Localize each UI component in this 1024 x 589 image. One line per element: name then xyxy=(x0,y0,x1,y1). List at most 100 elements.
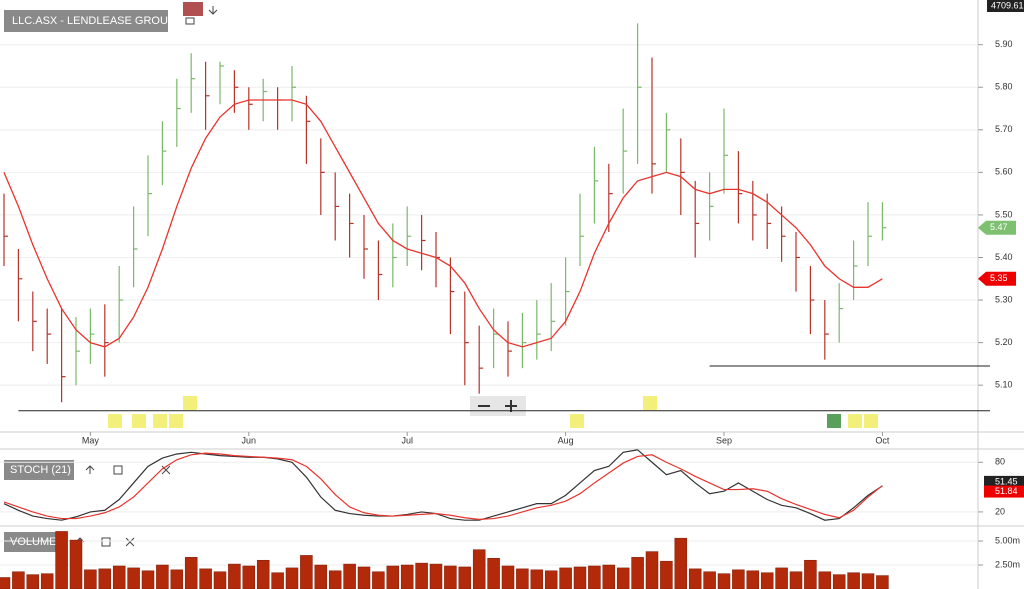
event-icon[interactable] xyxy=(132,414,146,428)
y-tick-label: 5.40 xyxy=(995,252,1013,262)
down-icon[interactable] xyxy=(208,6,218,15)
y-tick-label: 5.80 xyxy=(995,82,1013,92)
volume-bar xyxy=(84,569,97,589)
volume-bar xyxy=(372,571,385,589)
volume-bar xyxy=(55,531,68,589)
volume-bar xyxy=(415,562,428,589)
volume-bar xyxy=(170,569,184,589)
event-icon[interactable] xyxy=(848,414,862,428)
volume-bar xyxy=(429,563,443,589)
volume-bar xyxy=(530,569,544,589)
volume-bar xyxy=(400,564,414,589)
volume-bar xyxy=(688,568,702,589)
y-tick-label: 5.30 xyxy=(995,294,1013,304)
volume-bar xyxy=(645,551,659,589)
volume-bar xyxy=(285,567,299,589)
stoch-box[interactable] xyxy=(4,460,74,480)
stoch-tag xyxy=(984,485,1024,498)
volume-bar xyxy=(775,567,788,589)
event-icons xyxy=(108,396,878,428)
volume-box[interactable] xyxy=(4,532,62,552)
volume-bar xyxy=(501,565,515,589)
y-tick-label: 2.50m xyxy=(995,559,1020,569)
expand-icon[interactable] xyxy=(113,465,123,475)
x-tick-label: Jul xyxy=(401,435,413,445)
volume-bar xyxy=(357,566,371,589)
volume-bar xyxy=(0,577,11,589)
y-tick-label: 5.50 xyxy=(995,209,1013,219)
moving-average xyxy=(3,99,883,348)
volume-bar xyxy=(127,567,140,589)
event-icon[interactable] xyxy=(864,414,878,428)
chart-title: LLC.ASX - LENDLEASE GROUP xyxy=(12,15,175,27)
y-tick-label: 5.70 xyxy=(995,124,1013,134)
up-icon[interactable] xyxy=(85,465,95,474)
volume-bar xyxy=(242,565,256,589)
volume-bar xyxy=(789,571,803,589)
volume-bar xyxy=(760,572,774,589)
expand-icon[interactable] xyxy=(101,537,111,547)
x-tick-label: Oct xyxy=(875,435,890,445)
volume-bar xyxy=(746,570,760,589)
volume-bar xyxy=(631,557,644,589)
volume-bar xyxy=(876,575,889,589)
x-tick-label: May xyxy=(82,435,100,445)
volume-bar xyxy=(602,564,616,589)
y-tick-label: 5.90 xyxy=(995,39,1013,49)
stoch-title: STOCH (21) xyxy=(10,464,71,476)
stoch-line xyxy=(3,449,883,521)
y-tick-label: 5.20 xyxy=(995,337,1013,347)
volume-bar xyxy=(544,570,558,589)
close-icon[interactable] xyxy=(125,537,135,547)
ma-value: 5.35 xyxy=(990,273,1008,283)
event-icon[interactable] xyxy=(153,414,167,428)
stoch-line xyxy=(3,452,883,520)
volume-bar xyxy=(516,568,529,589)
volume-bar xyxy=(300,555,313,589)
volume-bar xyxy=(616,567,630,589)
event-icon[interactable] xyxy=(108,414,122,428)
volume-bar xyxy=(98,568,112,589)
stoch-value: 51.84 xyxy=(995,486,1018,496)
volume-bar xyxy=(40,573,54,589)
event-icon[interactable] xyxy=(643,396,657,410)
y-tick-label: 20 xyxy=(995,506,1005,516)
volume-title: VOLUME xyxy=(10,536,56,548)
volume-bar xyxy=(458,566,472,589)
title-box[interactable] xyxy=(4,10,168,32)
last-price-tag xyxy=(978,220,1016,235)
volume-bar xyxy=(12,571,25,589)
expand-icon[interactable] xyxy=(185,17,195,25)
volume-bar xyxy=(271,572,284,589)
volume-bar xyxy=(717,573,731,589)
volume-bar xyxy=(703,571,716,589)
volume-bar xyxy=(256,559,270,589)
event-icon[interactable] xyxy=(183,396,197,410)
flag-icon[interactable] xyxy=(183,2,203,16)
x-tick-label: Jun xyxy=(242,435,257,445)
volume-bar xyxy=(674,537,688,589)
y-tick-label: 5.60 xyxy=(995,167,1013,177)
y-tick-label: 5.10 xyxy=(995,380,1013,390)
volume-bar xyxy=(472,549,486,589)
close-icon[interactable] xyxy=(161,465,171,475)
event-icon[interactable] xyxy=(827,414,841,428)
volume-bar xyxy=(156,564,169,589)
volume-bar xyxy=(228,563,241,589)
volume-bar xyxy=(386,565,400,589)
top-value: 4709.61 xyxy=(991,0,1024,10)
volume-bar xyxy=(832,574,846,589)
volume-bar xyxy=(573,566,587,589)
y-tick-label: 5.00m xyxy=(995,535,1020,545)
volume-bar xyxy=(141,570,155,589)
ma-tag xyxy=(978,271,1016,286)
volume-bar xyxy=(213,571,227,589)
volume-bar xyxy=(804,559,817,589)
event-icon[interactable] xyxy=(169,414,183,428)
zoom-buttons[interactable] xyxy=(478,400,517,412)
event-icon[interactable] xyxy=(570,414,584,428)
x-tick-label: Aug xyxy=(558,435,574,445)
last-price: 5.47 xyxy=(990,222,1008,232)
